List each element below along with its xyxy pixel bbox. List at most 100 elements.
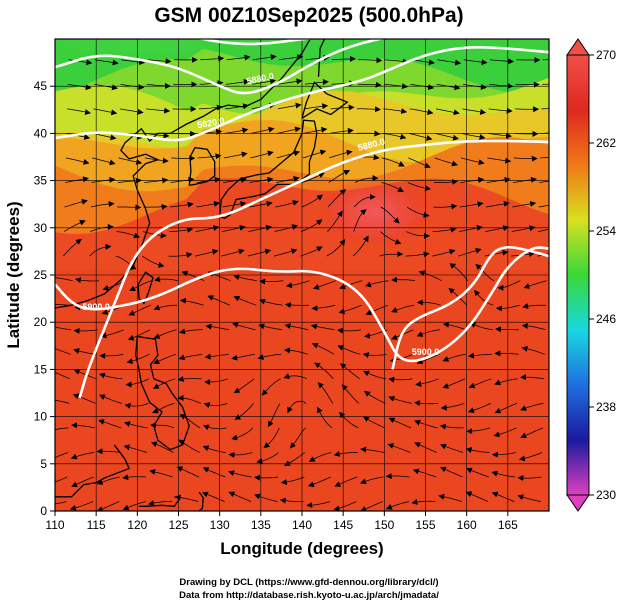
coast-halmahera xyxy=(198,491,204,511)
streamline xyxy=(248,200,273,208)
streamline xyxy=(414,419,438,429)
streamline xyxy=(339,411,359,429)
streamline xyxy=(391,276,416,283)
streamline xyxy=(65,157,90,165)
contour-line xyxy=(55,46,549,142)
y-tick-label: 40 xyxy=(34,126,48,140)
streamline xyxy=(363,390,386,404)
streamline xyxy=(354,174,379,183)
streamline xyxy=(339,280,363,290)
streamline xyxy=(55,348,71,355)
streamline xyxy=(538,229,549,232)
streamline xyxy=(442,353,466,362)
streamline xyxy=(283,373,308,380)
streamline xyxy=(327,188,347,208)
streamline xyxy=(178,439,200,453)
streamline xyxy=(408,157,431,169)
streamline xyxy=(62,238,82,257)
streamline xyxy=(247,248,272,257)
streamline xyxy=(283,347,308,355)
streamline xyxy=(194,248,219,257)
streamline xyxy=(74,277,99,284)
streamline xyxy=(177,375,202,382)
streamline xyxy=(334,476,358,487)
streamline xyxy=(252,78,277,85)
streamline xyxy=(55,476,68,483)
streamline xyxy=(439,466,463,478)
streamline xyxy=(523,280,547,289)
streamline xyxy=(91,176,116,183)
streamline xyxy=(314,362,334,380)
streamline xyxy=(93,108,118,116)
streamline xyxy=(71,476,94,488)
x-tick-label: 135 xyxy=(251,518,271,532)
streamline xyxy=(228,491,252,502)
streamline xyxy=(225,78,250,85)
streamline xyxy=(122,501,146,511)
streamline xyxy=(388,376,413,383)
streamline xyxy=(542,83,549,85)
streamline xyxy=(286,280,310,289)
streamline xyxy=(179,328,203,335)
streamline xyxy=(494,350,519,357)
streamline xyxy=(254,493,278,502)
streamline xyxy=(468,378,492,389)
streamline xyxy=(463,59,488,66)
streamline xyxy=(462,108,487,115)
streamline xyxy=(312,280,337,290)
x-tick-label: 110 xyxy=(45,518,64,532)
streamline xyxy=(540,156,549,159)
streamline xyxy=(491,491,515,502)
streamline xyxy=(311,342,335,355)
streamline xyxy=(414,400,439,407)
streamline xyxy=(415,378,439,387)
streamline xyxy=(435,108,460,116)
streamline xyxy=(98,419,122,429)
streamline xyxy=(71,422,95,429)
streamline xyxy=(96,501,120,511)
y-tick-label: 5 xyxy=(40,457,47,471)
streamline xyxy=(234,403,254,420)
streamline xyxy=(268,403,281,428)
contour-line xyxy=(391,245,549,370)
coast-borneo xyxy=(55,444,130,498)
streamline xyxy=(327,210,343,232)
streamline xyxy=(410,83,435,91)
y-axis-ticks: 0 5 10 15 20 25 30 35 40 45 xyxy=(34,79,55,518)
streamline xyxy=(144,177,169,184)
streamline xyxy=(434,157,458,167)
streamline xyxy=(542,59,549,61)
streamline xyxy=(68,59,93,66)
streamline xyxy=(143,203,168,210)
streamline xyxy=(195,225,220,232)
streamline xyxy=(89,243,112,257)
x-tick-label: 120 xyxy=(127,518,147,532)
x-tick-label: 155 xyxy=(415,518,435,532)
streamline xyxy=(225,103,250,110)
x-axis-label: Longitude (degrees) xyxy=(220,539,383,558)
streamline xyxy=(98,394,123,404)
streamline xyxy=(435,133,459,141)
streamline xyxy=(461,133,486,140)
streamline xyxy=(411,498,436,505)
coast-taiwan xyxy=(137,271,154,305)
streamline xyxy=(412,468,437,478)
streamline xyxy=(149,469,173,478)
streamline xyxy=(311,304,336,312)
colorbar-tick-label: 270 xyxy=(596,48,616,62)
streamline xyxy=(491,470,516,478)
streamline xyxy=(333,501,357,511)
streamline xyxy=(196,176,221,183)
y-tick-label: 45 xyxy=(34,79,48,93)
streamline xyxy=(259,278,284,285)
contour-label: 5820.0 xyxy=(196,116,225,131)
streamline xyxy=(256,452,279,464)
streamline xyxy=(100,329,124,339)
streamline xyxy=(302,172,325,183)
colorbar-top-arrow xyxy=(566,38,590,56)
streamline xyxy=(467,403,491,414)
colorbar-tick-label: 262 xyxy=(596,136,616,150)
streamline xyxy=(300,246,323,257)
field-north-green xyxy=(60,39,220,59)
y-tick-label: 30 xyxy=(34,221,48,235)
